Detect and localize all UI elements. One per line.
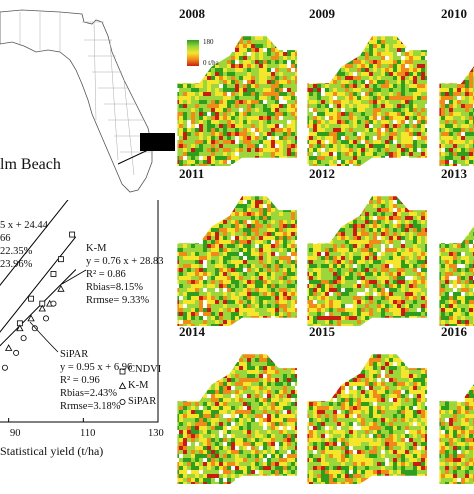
county-label: lm Beach xyxy=(0,156,61,174)
florida-map: lm Beach xyxy=(0,0,175,195)
legend-marker-km xyxy=(120,383,126,389)
cndvi-eq: 5 x + 24.44 xyxy=(0,220,48,231)
point-cndvi-1 xyxy=(29,296,34,301)
point-cndvi-3 xyxy=(51,272,56,277)
sipar-arrow xyxy=(30,322,58,352)
km-eq: y = 0.76 x + 28.83 xyxy=(86,256,163,267)
point-k-m-0 xyxy=(6,345,12,351)
year-label-2011: 2011 xyxy=(179,166,204,182)
year-label-2012: 2012 xyxy=(309,166,335,182)
point-sipar-1 xyxy=(14,350,19,355)
yield-map-2015 xyxy=(305,346,427,494)
x-axis-label: Statistical yield (t/ha) xyxy=(0,444,103,459)
cndvi-rrmse: 23.96% xyxy=(0,259,32,270)
sipar-eq: y = 0.95 x + 6.96 xyxy=(60,362,132,373)
legend-min-label: 0 t/ha xyxy=(203,59,219,67)
legend-max-label: 180 xyxy=(203,38,214,46)
sipar-title: SiPAR xyxy=(60,349,88,360)
km-title: K-M xyxy=(86,243,106,254)
yield-map-grid: 2008 2009 2010 2011 2012 2013 2014 2015 2016 180 0… xyxy=(175,0,474,474)
yield-map-2012 xyxy=(305,188,427,336)
km-rbias: Rbias=8.15% xyxy=(86,282,143,293)
sipar-rrmse: Rrmse=3.18% xyxy=(60,401,120,412)
point-sipar-4 xyxy=(43,316,48,321)
x-tick-130: 130 xyxy=(148,428,164,439)
year-label-2014: 2014 xyxy=(179,324,205,340)
yield-map-2009 xyxy=(305,28,427,176)
year-label-2009: 2009 xyxy=(309,6,335,22)
palm-beach-county xyxy=(140,133,175,151)
cndvi-r2: 66 xyxy=(0,233,11,244)
legend-km: K-M xyxy=(128,380,148,391)
year-label-2015: 2015 xyxy=(309,324,335,340)
year-label-2010: 2010 xyxy=(441,6,467,22)
year-label-2013: 2013 xyxy=(441,166,467,182)
km-r2: R² = 0.86 xyxy=(86,269,126,280)
x-tick-110: 110 xyxy=(80,428,95,439)
point-sipar-2 xyxy=(21,336,26,341)
legend-sipar: SiPAR xyxy=(128,396,156,407)
point-sipar-0 xyxy=(2,365,7,370)
year-label-2008: 2008 xyxy=(179,6,205,22)
km-rrmse: Rrmse= 9.33% xyxy=(86,295,149,306)
sipar-r2: R² = 0.96 xyxy=(60,375,100,386)
yield-map-2010 xyxy=(437,28,474,176)
sipar-rbias: Rbias=2.43% xyxy=(60,388,117,399)
yield-map-2013 xyxy=(437,188,474,336)
x-tick-90: 90 xyxy=(10,428,21,439)
legend-cndvi: CNDVI xyxy=(128,364,161,375)
year-label-2016: 2016 xyxy=(441,324,467,340)
point-cndvi-5 xyxy=(70,232,75,237)
yield-scatter-plot: 5 x + 24.44 66 22.35% 23.96% K-M y = 0.7… xyxy=(0,200,175,474)
yield-color-legend xyxy=(187,40,199,66)
yield-map-2014 xyxy=(175,346,297,494)
yield-map-2016 xyxy=(437,346,474,494)
point-sipar-5 xyxy=(51,301,56,306)
point-cndvi-4 xyxy=(58,257,63,262)
yield-map-2011 xyxy=(175,188,297,336)
legend-marker-sipar xyxy=(120,399,125,404)
point-sipar-3 xyxy=(32,326,37,331)
cndvi-rbias: 22.35% xyxy=(0,246,32,257)
km-arrow xyxy=(62,270,86,284)
fit-line-k-m xyxy=(0,270,76,352)
